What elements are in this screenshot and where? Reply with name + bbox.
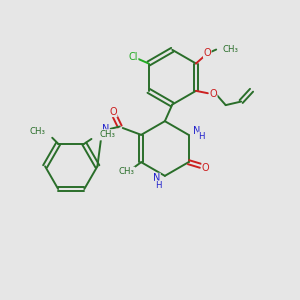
Text: O: O (202, 163, 210, 172)
Text: O: O (209, 89, 217, 99)
Text: N: N (153, 173, 160, 183)
Text: Cl: Cl (128, 52, 138, 62)
Text: CH₃: CH₃ (29, 127, 45, 136)
Text: CH₃: CH₃ (222, 45, 238, 54)
Text: H: H (99, 131, 105, 140)
Text: N: N (193, 126, 201, 136)
Text: H: H (155, 181, 162, 190)
Text: H: H (198, 132, 204, 141)
Text: O: O (110, 107, 117, 117)
Text: CH₃: CH₃ (119, 167, 135, 176)
Text: N: N (102, 124, 109, 134)
Text: O: O (203, 48, 211, 58)
Text: CH₃: CH₃ (99, 130, 115, 139)
